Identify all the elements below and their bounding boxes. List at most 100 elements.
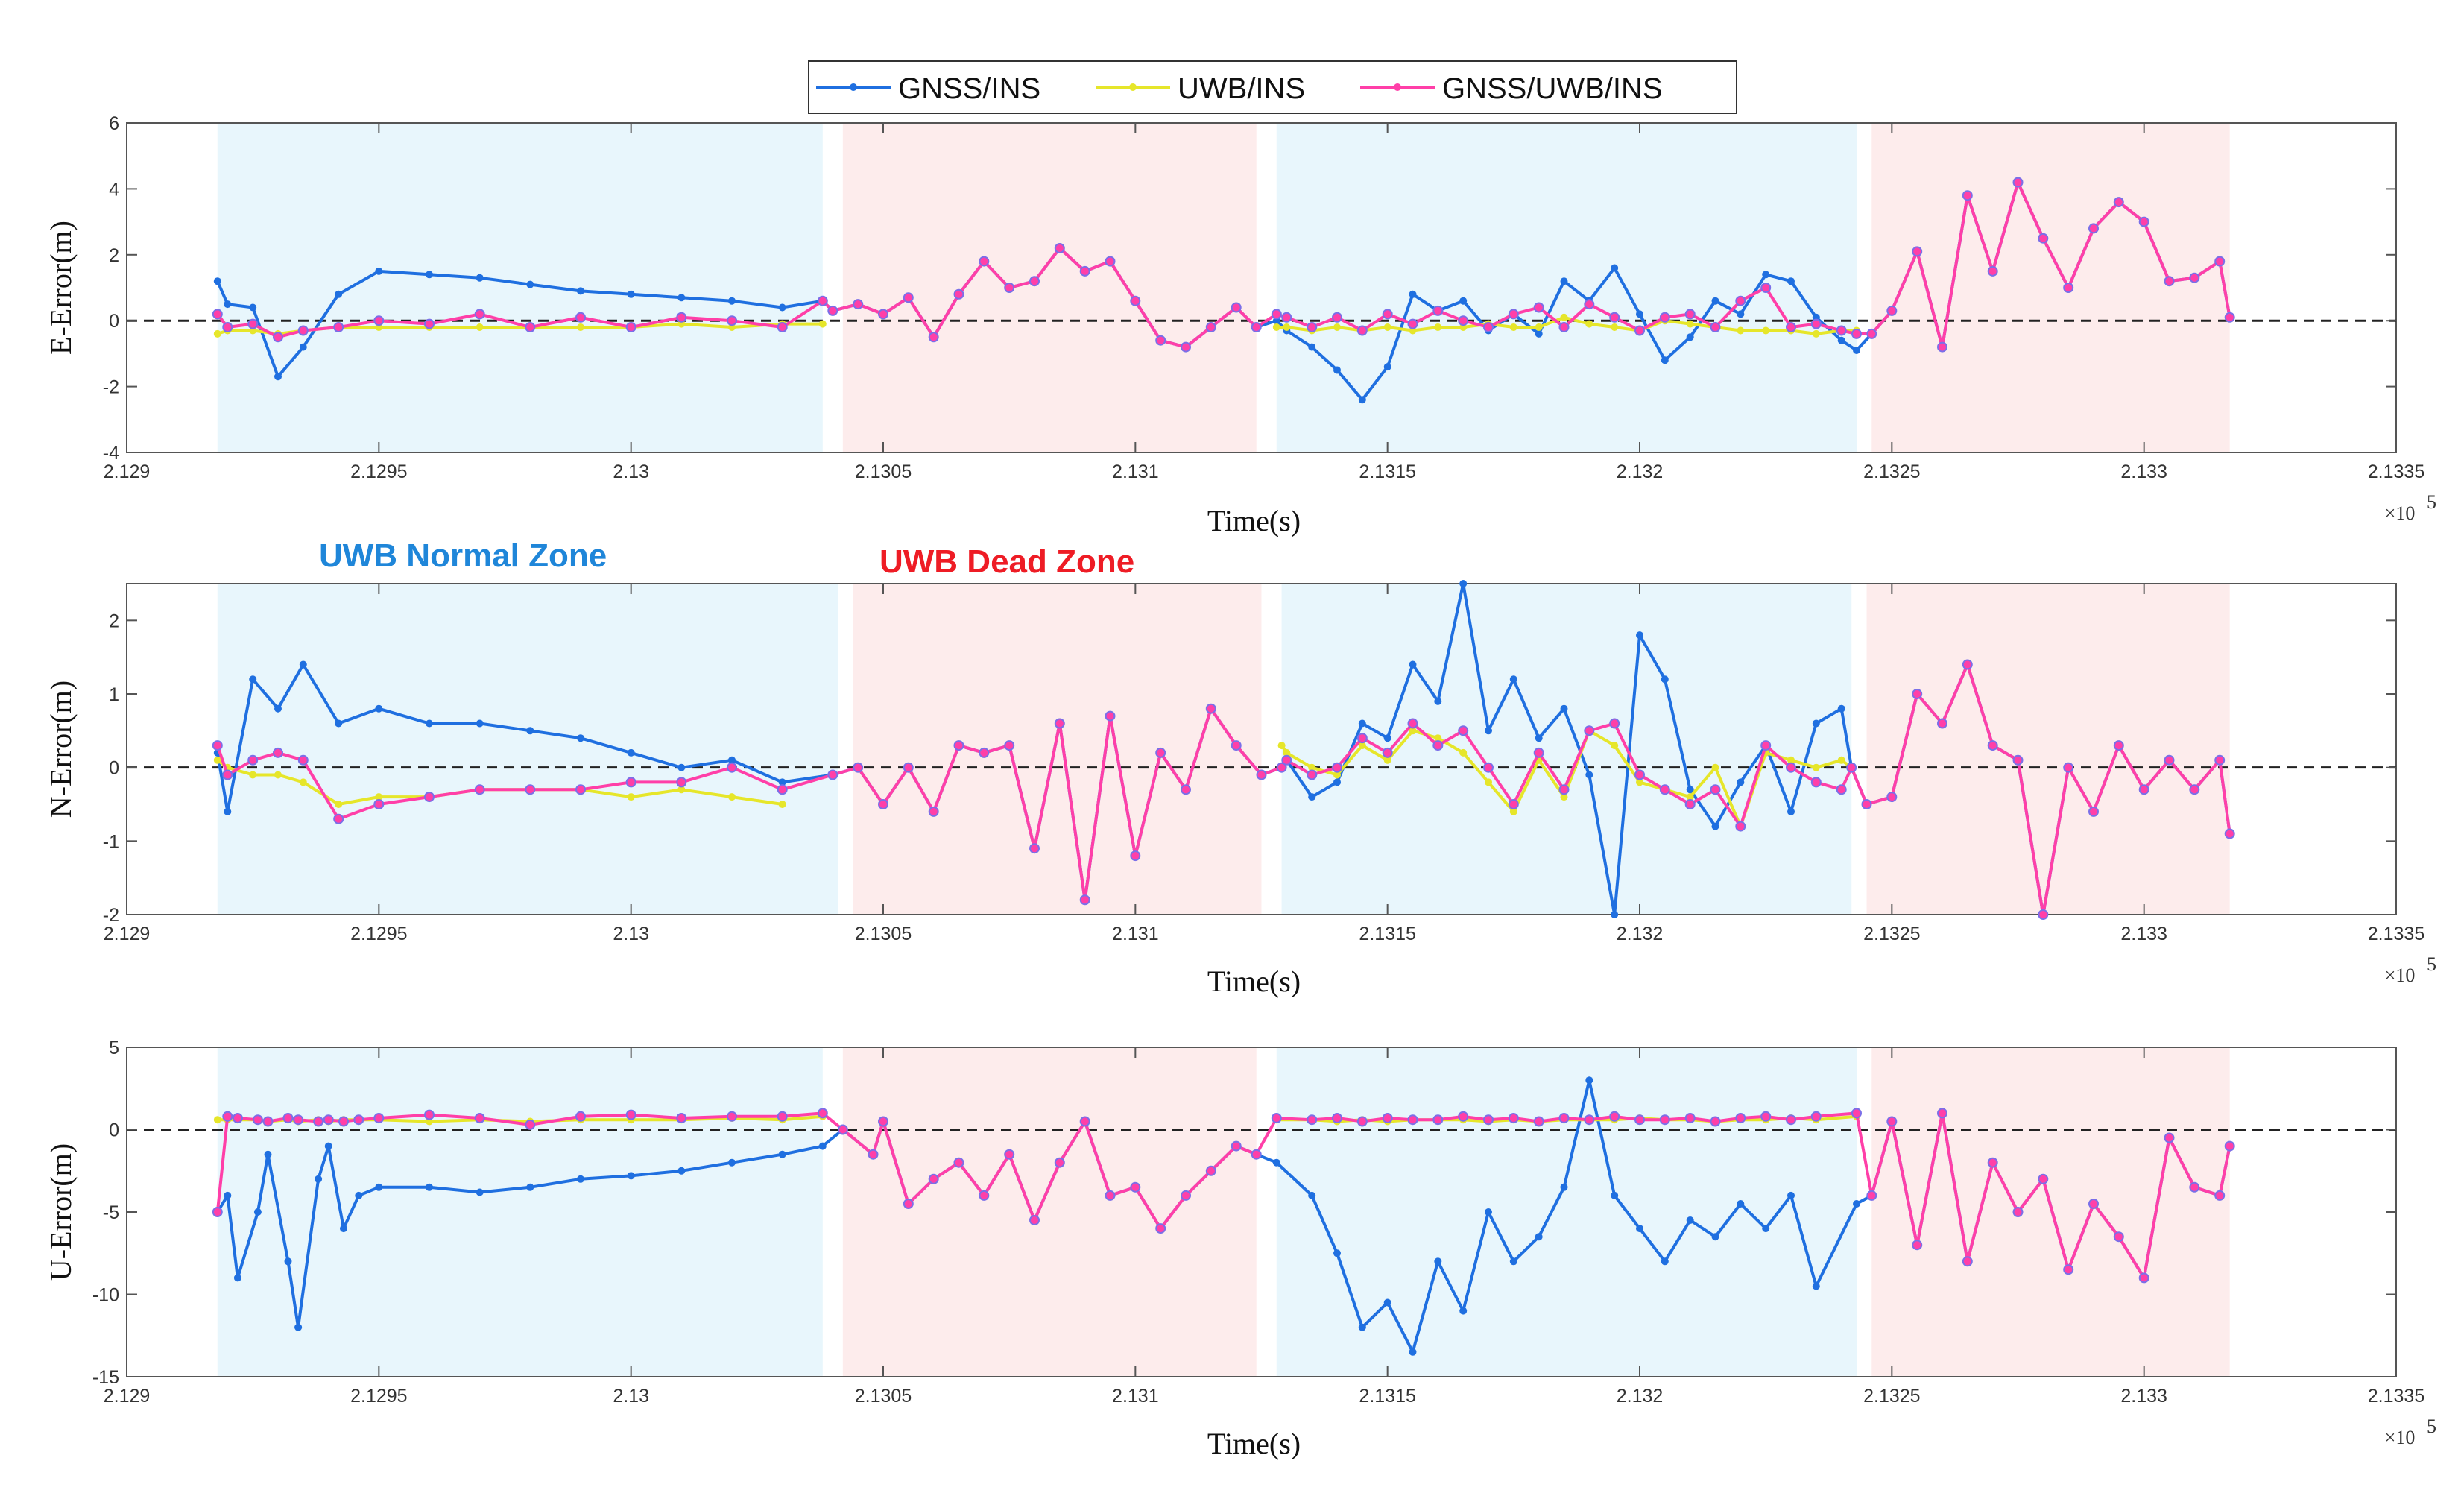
u-error-gnss-ins-point — [264, 1150, 272, 1158]
e-error-gnss-uwb-ins-point — [2214, 256, 2226, 267]
e-error-gnss-ins-point — [1409, 290, 1417, 298]
u-error-gnss-uwb-ins-point — [1810, 1111, 1822, 1122]
e-error-gnss-uwb-ins-point — [1684, 309, 1696, 320]
u-error-gnss-uwb-ins-point — [338, 1116, 349, 1127]
e-error-xtick-label: 2.1315 — [1359, 461, 1415, 482]
u-error-xtick-label: 2.1325 — [1863, 1386, 1920, 1407]
u-error-gnss-ins-point — [1636, 1225, 1643, 1233]
n-error-xtick-label: 2.1295 — [350, 924, 407, 944]
e-error-gnss-ins-point — [677, 294, 686, 302]
u-error-gnss-ins-point — [224, 1191, 232, 1199]
n-error-gnss-uwb-ins-point — [676, 777, 687, 788]
n-error-gnss-uwb-ins-point — [827, 769, 838, 780]
u-error-gnss-uwb-ins-line — [215, 1111, 2231, 1280]
legend-gnss-uwb-ins-label: GNSS/UWB/INS — [1442, 72, 1663, 105]
u-error-gnss-ins-point — [1762, 1225, 1770, 1233]
u-error-zone-dead-3 — [1871, 1047, 2230, 1377]
e-error-gnss-uwb-ins-point — [373, 315, 385, 326]
e-error-gnss-ins-point — [476, 274, 484, 282]
n-error-gnss-uwb-ins-point — [1276, 762, 1287, 773]
u-error-gnss-uwb-ins-point — [2012, 1207, 2024, 1217]
u-error-xtick-label: 2.1315 — [1359, 1386, 1415, 1407]
e-error-gnss-uwb-ins-point — [1105, 256, 1116, 267]
n-error-xtick-label: 2.129 — [104, 924, 151, 944]
n-error-zone-dead-1 — [853, 584, 1262, 915]
n-error-gnss-uwb-ins-point — [1281, 754, 1292, 766]
e-error-gnss-uwb-ins-point — [777, 322, 788, 332]
e-error-gnss-uwb-ins-point — [1760, 283, 1772, 293]
n-error-uwb-ins-point — [1812, 763, 1820, 771]
n-error-gnss-uwb-ins-point — [1256, 769, 1267, 780]
n-error-gnss-uwb-ins-point — [1810, 777, 1822, 788]
e-error-x-exponent-label: ×10 — [2385, 502, 2416, 524]
e-error-gnss-uwb-ins-point — [2012, 177, 2024, 188]
n-error-uwb-ins-point — [335, 801, 343, 808]
n-error-gnss-ins-point — [1711, 822, 1719, 830]
e-error-gnss-ins-point — [1383, 363, 1391, 371]
n-error-gnss-uwb-ins-point — [2164, 754, 2175, 766]
n-error-ytick-label: -2 — [103, 905, 119, 926]
u-error-x-exponent-label: ×10 — [2385, 1427, 2416, 1448]
n-error-uwb-ins-point — [1333, 771, 1341, 779]
e-error-gnss-uwb-ins-point — [1251, 322, 1262, 332]
u-error-gnss-ins-point — [426, 1183, 433, 1191]
u-error-gnss-uwb-ins-point — [1251, 1149, 1262, 1160]
e-error-gnss-uwb-ins-point — [878, 309, 888, 320]
e-error-gnss-uwb-ins-point — [1886, 305, 1898, 316]
u-error-gnss-ins-point — [340, 1225, 347, 1233]
u-error-gnss-uwb-ins-point — [373, 1113, 385, 1123]
n-error-gnss-uwb-ins-point — [1962, 659, 1973, 670]
e-error-gnss-ins-point — [335, 290, 343, 298]
n-error-gnss-uwb-ins-point — [1407, 718, 1418, 729]
n-error-gnss-uwb-ins-point — [2063, 762, 2074, 773]
n-error-gnss-uwb-ins-point — [424, 792, 435, 803]
n-error-ytick-label: 1 — [109, 684, 119, 705]
e-error-gnss-uwb-ins-point — [1962, 190, 1973, 201]
n-error-gnss-uwb-ins-point — [1634, 769, 1645, 780]
e-error-gnss-ins-point — [778, 303, 786, 312]
e-error-gnss-uwb-ins-point — [1155, 335, 1166, 346]
e-error-uwb-ins-point — [577, 323, 584, 331]
n-error-gnss-ins-point — [249, 675, 257, 684]
e-error-gnss-ins-point — [1686, 333, 1694, 341]
e-error-gnss-uwb-ins-point — [1533, 302, 1544, 313]
u-error-gnss-ins-point — [1585, 1076, 1593, 1085]
u-error-gnss-uwb-ins-point — [525, 1119, 536, 1130]
u-error-xtick-label: 2.13 — [613, 1386, 649, 1407]
e-error-gnss-uwb-ins-point — [575, 312, 586, 323]
n-error-gnss-uwb-ins-point — [1205, 703, 1216, 714]
n-error-uwb-ins-point — [1636, 778, 1643, 786]
u-error-gnss-ins-point — [627, 1172, 635, 1180]
n-error-xtick-label: 2.1325 — [1863, 924, 1920, 944]
e-error-panel: 2.129 2.1295 2.13 2.1305 2.131 2.1315 2.132 2.1… — [44, 113, 2436, 537]
e-error-xtick-label: 2.131 — [1112, 461, 1159, 482]
u-error-gnss-uwb-ins-point — [903, 1199, 914, 1209]
u-error-gnss-uwb-ins-point — [2189, 1181, 2200, 1193]
n-error-gnss-uwb-ins-point — [1684, 799, 1696, 809]
e-error-gnss-uwb-ins-point — [903, 292, 914, 303]
u-error-gnss-uwb-ins-point — [2138, 1272, 2149, 1284]
u-error-gnss-uwb-ins-point — [1079, 1116, 1090, 1127]
n-error-gnss-ins-point — [1560, 704, 1568, 713]
e-error-xtick-label: 2.1295 — [350, 461, 407, 482]
e-error-gnss-uwb-ins-point — [1912, 246, 1923, 257]
e-error-series-gnss-uwb-ins — [212, 177, 2235, 353]
u-error-gnss-ins-point — [355, 1191, 363, 1199]
e-error-gnss-uwb-ins-point — [1710, 322, 1721, 332]
e-error-zone-dead-3 — [1871, 123, 2230, 452]
n-error-gnss-uwb-ins-point — [525, 784, 536, 795]
e-error-gnss-uwb-ins-point — [1786, 322, 1796, 332]
u-error-gnss-ins-point — [1333, 1249, 1341, 1257]
u-error-gnss-uwb-ins-point — [293, 1114, 304, 1126]
e-error-gnss-uwb-ins-point — [222, 322, 233, 332]
legend-box — [808, 60, 1737, 114]
n-error-gnss-uwb-ins-point — [1987, 740, 1998, 751]
e-error-zone-normal-2 — [1276, 123, 1857, 452]
e-error-gnss-uwb-ins-point — [817, 295, 828, 306]
u-error-gnss-uwb-ins-point — [222, 1111, 233, 1122]
n-error-series-gnss-uwb-ins — [212, 659, 2235, 920]
u-error-y-axis-title: U-Error(m) — [44, 1143, 78, 1281]
u-error-gnss-uwb-ins-point — [1937, 1108, 1947, 1119]
e-error-gnss-uwb-ins-point — [1181, 341, 1191, 353]
legend-gnss-uwb-ins-marker — [1394, 83, 1401, 91]
